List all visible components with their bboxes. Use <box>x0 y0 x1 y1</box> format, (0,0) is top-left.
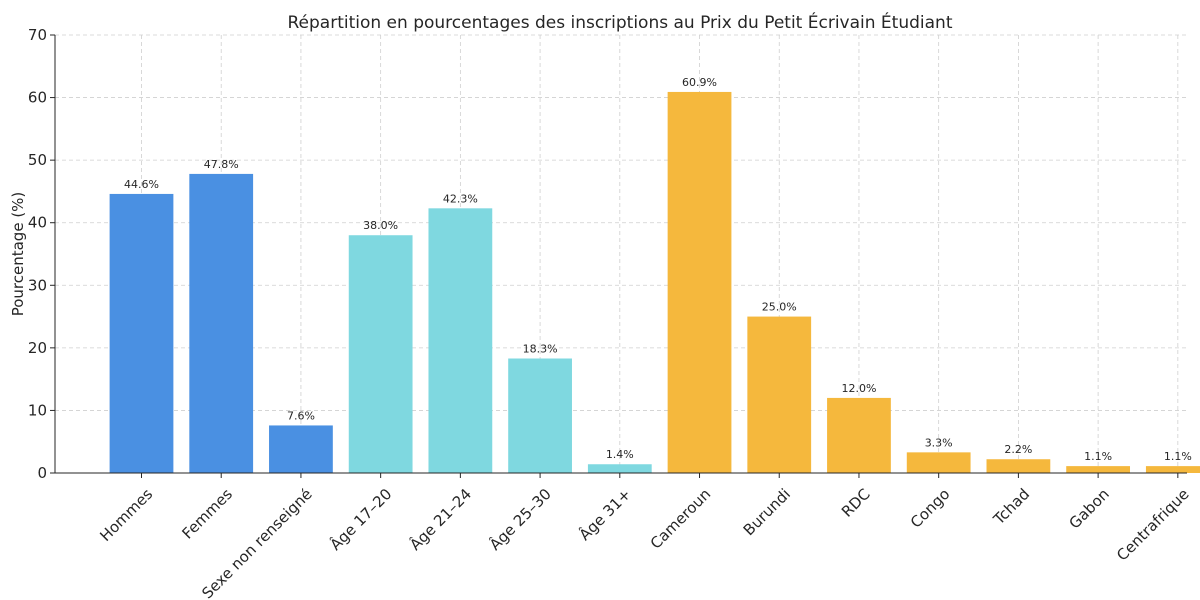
x-tick-label: Tchad <box>989 485 1033 529</box>
y-tick-label: 60 <box>28 89 47 107</box>
data-label: 18.3% <box>523 342 558 355</box>
y-tick-label: 0 <box>37 464 47 482</box>
bar <box>109 193 174 473</box>
y-tick-label: 20 <box>28 339 47 357</box>
data-label: 1.4% <box>606 448 634 461</box>
data-label: 7.6% <box>287 409 315 422</box>
y-axis-label: Pourcentage (%) <box>9 192 27 317</box>
bar-layer <box>109 91 1200 473</box>
x-tick-label: Congo <box>907 485 954 532</box>
data-label: 38.0% <box>363 219 398 232</box>
data-label: 1.1% <box>1164 450 1192 463</box>
x-tick-label: Âge 31+ <box>575 484 635 544</box>
bar <box>747 316 812 473</box>
bar <box>428 208 493 473</box>
data-label: 12.0% <box>841 382 876 395</box>
bar <box>906 452 971 473</box>
data-label: 42.3% <box>443 192 478 205</box>
data-label-layer: 44.6% 47.8% 7.6% 38.0% 42.3% 18.3% 1.4% 60.9% 25… <box>124 76 1192 463</box>
bar <box>1066 466 1131 473</box>
data-label: 1.1% <box>1084 450 1112 463</box>
bar <box>348 235 413 473</box>
y-tick-label: 30 <box>28 276 47 294</box>
x-tick-label: Cameroun <box>647 485 715 553</box>
bar <box>986 459 1051 473</box>
data-label: 3.3% <box>925 436 953 449</box>
y-tick-layer: 0 10 20 30 40 50 60 70 <box>28 26 55 482</box>
x-tick-label: Femmes <box>178 485 236 543</box>
x-tick-label: RDC <box>838 485 874 521</box>
bar <box>587 464 652 473</box>
x-tick-label: Burundi <box>740 485 794 539</box>
x-tick-label: Centrafrique <box>1113 485 1192 564</box>
bar <box>189 173 254 473</box>
y-tick-label: 50 <box>28 151 47 169</box>
y-tick-label: 70 <box>28 26 47 44</box>
data-label: 44.6% <box>124 178 159 191</box>
y-tick-label: 10 <box>28 401 47 419</box>
x-tick-label: Âge 21–24 <box>406 484 476 554</box>
bar <box>1145 466 1200 473</box>
bar <box>508 358 572 473</box>
bar <box>667 91 732 473</box>
data-label: 25.0% <box>762 301 797 314</box>
y-tick-label: 40 <box>28 214 47 232</box>
bar <box>827 397 891 473</box>
chart-title: Répartition en pourcentages des inscript… <box>288 11 953 33</box>
data-label: 47.8% <box>204 158 239 171</box>
x-tick-label: Âge 17–20 <box>326 484 396 554</box>
x-tick-label: Gabon <box>1065 485 1112 532</box>
data-label: 2.2% <box>1004 443 1032 456</box>
x-tick-label: Âge 25–30 <box>485 484 555 554</box>
bar <box>269 425 333 473</box>
axis-layer <box>54 35 1187 474</box>
data-label: 60.9% <box>682 76 717 89</box>
x-tick-label: Hommes <box>96 485 156 545</box>
